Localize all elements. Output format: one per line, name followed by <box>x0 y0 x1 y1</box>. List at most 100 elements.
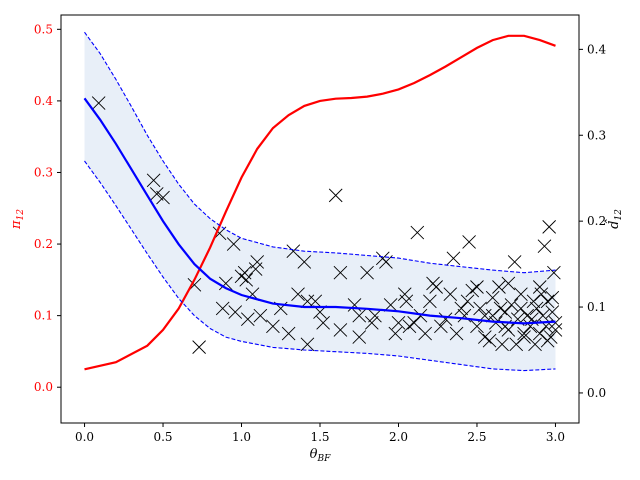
scatter-point <box>250 255 265 269</box>
scatter-point <box>226 237 241 251</box>
scatter-point <box>253 308 268 323</box>
scatter-point <box>300 294 315 309</box>
scatter-point <box>228 305 243 319</box>
scatter-point <box>537 239 552 254</box>
scatter-point <box>333 265 348 280</box>
scatter-point <box>328 188 343 203</box>
scatter-point <box>266 319 280 334</box>
x-tick-label: 2.5 <box>467 430 486 444</box>
scatter-point <box>429 280 443 294</box>
scatter-point <box>360 265 374 280</box>
scatter-point <box>548 315 563 330</box>
scatter-point <box>215 301 230 316</box>
right-y-axis-ticks: 0.0 0.1 0.2 0.3 0.4 <box>579 42 606 400</box>
scatter-point <box>281 326 296 341</box>
scatter-point <box>297 255 312 269</box>
scatter-point <box>514 287 528 301</box>
scatter-point <box>493 301 508 316</box>
right-y-tick-label: 0.4 <box>587 42 606 56</box>
right-y-axis-label-main: d̂ <box>604 218 622 228</box>
scatter-point <box>308 294 323 309</box>
scatter-point <box>470 319 484 334</box>
fit-bound-line <box>84 31 556 274</box>
scatter-point <box>156 190 170 205</box>
scatter-point <box>146 173 161 188</box>
scatter-point <box>368 308 382 323</box>
scatter-point <box>532 280 547 294</box>
left-y-axis-label: π12 <box>9 209 26 230</box>
scatter-point <box>528 337 542 352</box>
scatter-point <box>407 315 422 330</box>
x-tick-label: 0.5 <box>153 430 172 444</box>
left-y-tick-label: 0.0 <box>34 380 53 394</box>
scatter-point <box>379 255 393 269</box>
x-axis-label-sub: BF <box>316 454 331 464</box>
scatter-point <box>517 326 531 341</box>
scatter-point <box>434 319 448 334</box>
scatter-point <box>545 305 560 319</box>
series-lines <box>83 31 556 372</box>
x-tick-label: 1.0 <box>232 430 251 444</box>
scatter-point <box>507 255 522 269</box>
scatter-point <box>485 308 500 323</box>
scatter-point <box>413 308 428 323</box>
x-tick-label: 3.0 <box>546 430 565 444</box>
x-tick-label: 2.0 <box>389 430 408 444</box>
x-axis-ticks: 0.0 0.5 1.0 1.5 2.0 2.5 3.0 <box>75 423 565 444</box>
scatter-point <box>477 330 492 344</box>
scatter-point <box>391 315 406 330</box>
scatter-markers <box>91 96 563 354</box>
scatter-point <box>438 312 453 327</box>
scatter-point <box>545 290 560 305</box>
scatter-point <box>286 244 301 259</box>
left-y-tick-label: 0.3 <box>34 165 53 179</box>
scatter-point <box>388 326 403 341</box>
scatter-point <box>443 287 458 301</box>
scatter-point <box>492 280 506 294</box>
right-y-tick-label: 0.0 <box>587 386 606 400</box>
scatter-point <box>548 323 563 337</box>
scatter-point <box>542 220 556 234</box>
scatter-point <box>218 276 233 291</box>
scatter-point <box>352 330 367 344</box>
scatter-point <box>462 235 476 249</box>
scatter-point <box>540 333 555 348</box>
scatter-point <box>517 330 531 344</box>
scatter-point <box>399 294 414 309</box>
left-y-axis-ticks: 0.0 0.1 0.2 0.3 0.4 0.5 <box>34 22 61 394</box>
scatter-point <box>333 323 348 337</box>
scatter-point <box>504 298 519 312</box>
scatter-point <box>470 280 484 294</box>
scatter-point <box>418 326 432 341</box>
left-y-tick-label: 0.4 <box>34 94 53 108</box>
scatter-point <box>485 290 500 305</box>
left-y-tick-label: 0.2 <box>34 237 53 251</box>
scatter-point <box>509 337 524 352</box>
x-axis-label: θBF <box>310 447 331 464</box>
left-y-tick-label: 0.1 <box>34 309 53 323</box>
scatter-point <box>473 301 487 316</box>
right-y-axis-label: d̂12 <box>604 209 624 229</box>
scatter-point <box>192 340 206 354</box>
scatter-point <box>446 251 461 266</box>
right-y-tick-label: 0.2 <box>587 214 606 228</box>
scatter-point <box>514 301 528 316</box>
scatter-point <box>300 337 315 352</box>
right-y-tick-label: 0.3 <box>587 128 606 142</box>
scatter-point <box>495 337 509 352</box>
pi-curve-line <box>84 34 556 371</box>
scatter-point <box>529 301 544 316</box>
left-y-axis-label-sub: 12 <box>16 209 26 221</box>
scatter-point <box>449 326 464 341</box>
scatter-point <box>364 315 379 330</box>
scatter-point <box>423 294 437 309</box>
right-y-tick-label: 0.1 <box>587 300 606 314</box>
scatter-point <box>526 294 541 309</box>
scatter-point <box>291 287 305 301</box>
fit-line <box>83 97 556 325</box>
scatter-point <box>240 312 255 327</box>
scatter-point <box>532 326 547 341</box>
left-y-tick-label: 0.5 <box>34 22 53 36</box>
scatter-point <box>454 301 469 316</box>
